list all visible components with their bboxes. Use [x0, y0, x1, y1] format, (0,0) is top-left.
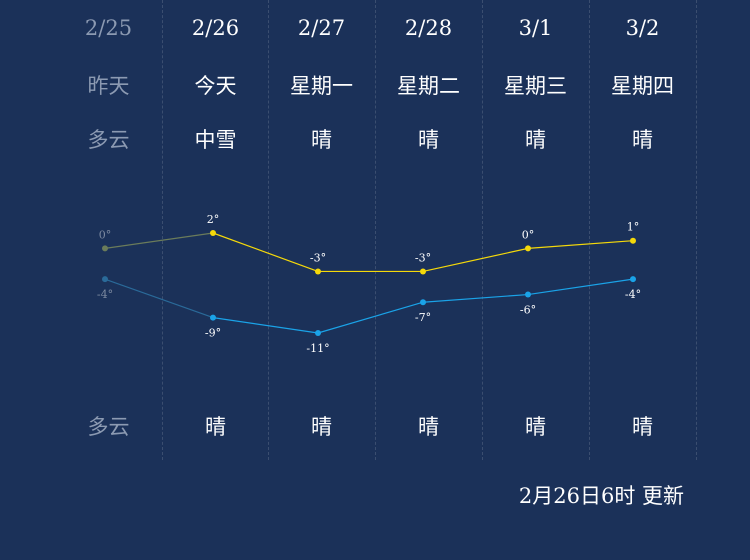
temperature-label: -6° [520, 304, 536, 317]
series-0-segment [422, 247, 529, 273]
column-divider [162, 0, 163, 460]
series-0-point [630, 237, 636, 244]
series-1-segment [527, 278, 634, 296]
column-divider [268, 0, 269, 460]
day-column: 3/2 星期四晴晴 [589, 0, 696, 460]
day-weekday: 星期三 [504, 74, 567, 98]
night-weather: 晴 [311, 415, 332, 439]
series-0-segment [104, 232, 214, 249]
series-1-point [210, 314, 216, 321]
series-1-segment [104, 278, 214, 319]
column-divider [696, 0, 697, 460]
night-weather: 晴 [525, 415, 546, 439]
temperature-chart: 0° 2° -3° -3° 0° 1° -4° -9° -11° -7° -6° -4° [97, 213, 641, 355]
night-weather: 多云 [87, 415, 130, 439]
series-0-point [102, 245, 108, 252]
day-date: 3/2 [625, 16, 660, 40]
series-1-point [630, 276, 636, 283]
day-weather: 晴 [632, 128, 653, 152]
series-1-segment [317, 301, 424, 334]
day-weekday: 星期四 [611, 74, 674, 98]
temperature-label: 0° [522, 228, 535, 241]
series-1-segment [422, 293, 529, 303]
day-weather: 晴 [418, 128, 439, 152]
day-date: 2/28 [404, 16, 453, 40]
day-weather: 晴 [525, 128, 546, 152]
temperature-label: -9° [205, 327, 221, 340]
series-1-point [102, 276, 108, 283]
day-column: 2/26 今天中雪晴 [162, 0, 269, 460]
column-divider [375, 0, 376, 460]
series-1-segment [212, 317, 319, 334]
temperature-label: -7° [415, 311, 431, 324]
temperature-label: -4° [625, 288, 641, 301]
column-divider [589, 0, 590, 460]
day-column: 2/25 昨天 多云 多云 [55, 0, 162, 460]
day-date: 2/26 [191, 16, 240, 40]
day-weather: 中雪 [194, 128, 237, 152]
day-date: 3/1 [518, 16, 553, 40]
day-column: 2/28 星期二晴晴 [375, 0, 482, 460]
series-1-point [315, 330, 321, 336]
day-date: 2/27 [297, 16, 346, 40]
temperature-label: 2° [207, 213, 220, 226]
temperature-label: 1° [627, 221, 640, 234]
temperature-label: -4° [97, 288, 113, 301]
day-weather: 晴 [311, 128, 332, 152]
series-0-point [420, 268, 426, 275]
series-1-point [420, 299, 426, 306]
column-divider [482, 0, 483, 460]
day-weekday: 昨天 [87, 74, 130, 98]
night-weather: 晴 [418, 415, 439, 439]
day-weekday: 星期一 [290, 74, 353, 98]
temperature-label: -3° [310, 251, 326, 264]
day-weather: 多云 [87, 128, 130, 152]
temperature-label: -3° [415, 251, 431, 264]
night-weather: 晴 [632, 415, 653, 439]
night-weather: 晴 [205, 415, 226, 439]
update-time: 2月26日6时 更新 [518, 484, 684, 508]
series-0-point [210, 230, 216, 236]
series-0-point [525, 245, 531, 252]
day-date: 2/25 [84, 16, 133, 40]
temperature-label: 0° [99, 228, 112, 241]
day-column: 2/27 星期一晴晴 [268, 0, 375, 460]
series-1-point [525, 291, 531, 298]
day-weekday: 星期二 [397, 74, 460, 98]
day-column: 3/1 星期三晴晴 [482, 0, 589, 460]
series-0-segment [527, 240, 634, 249]
series-0-point [315, 268, 321, 275]
day-weekday: 今天 [194, 74, 237, 98]
series-0-segment [212, 232, 319, 273]
temperature-label: -11° [306, 342, 329, 355]
